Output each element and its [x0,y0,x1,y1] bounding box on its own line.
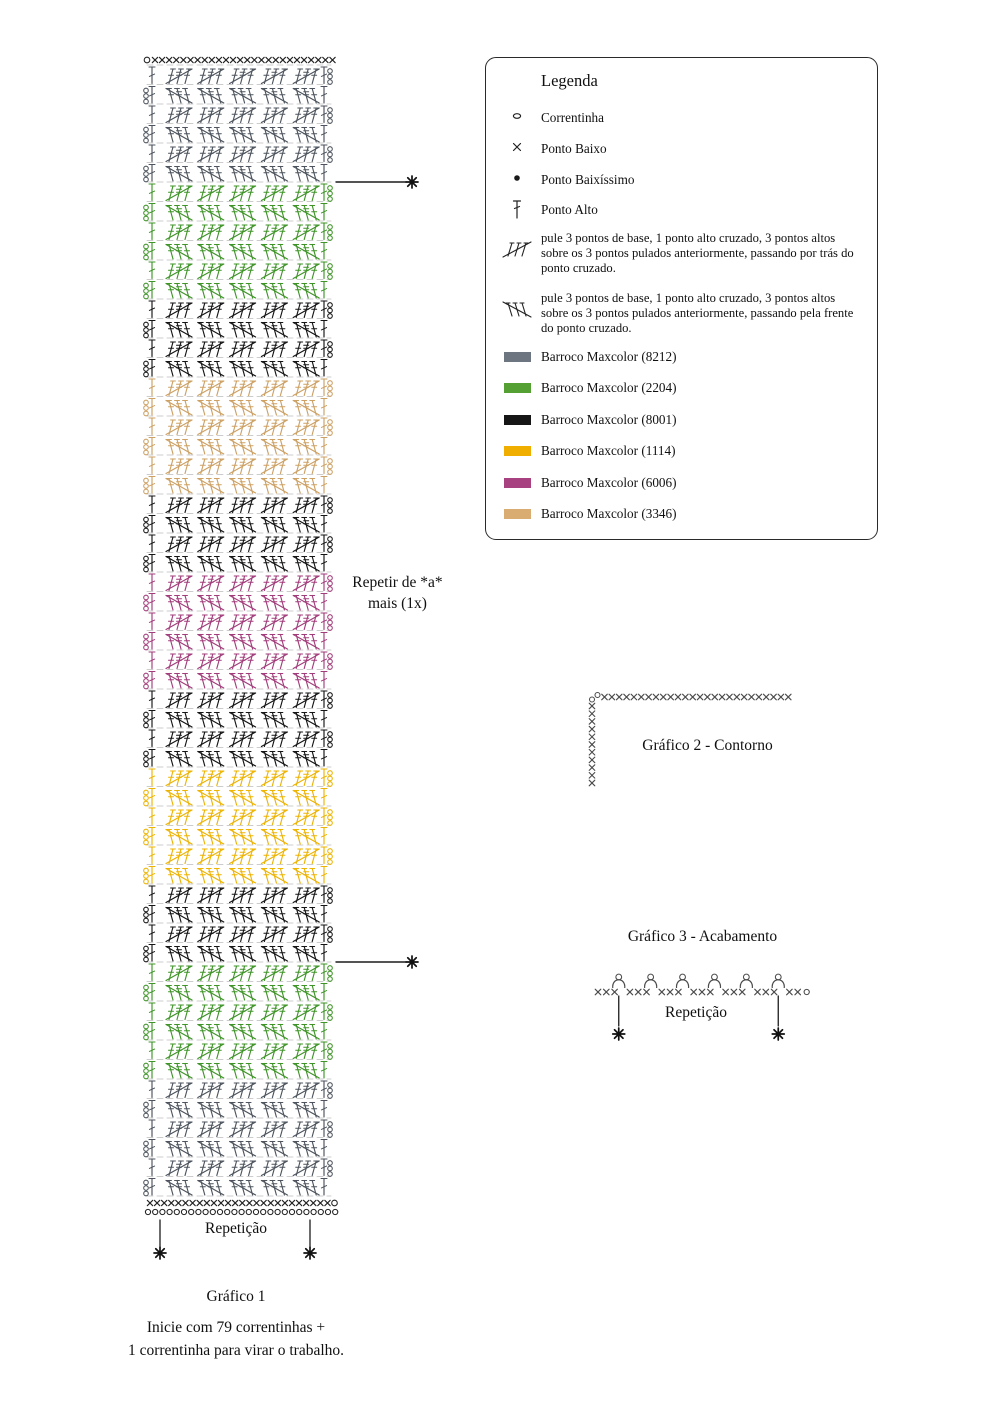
grafico3-title: Gráfico 3 - Acabamento [627,928,778,945]
color-swatch-1114 [504,446,531,456]
grafico3-chart-area [588,962,828,1057]
grafico2-title: Gráfico 2 - Contorno [642,737,773,754]
color-label: Barroco Maxcolor (6006) [541,475,677,490]
legend-item-label: Ponto Baixo [541,141,607,156]
legend-item-label: pule 3 pontos de base, 1 ponto alto cruz… [541,231,854,276]
treble-icon [500,198,534,220]
color-label: Barroco Maxcolor (8212) [541,349,677,364]
color-label: Barroco Maxcolor (2204) [541,380,677,395]
slip-stitch-icon [500,172,534,184]
grafico2-chart [588,691,792,787]
legend-item-label: Ponto Baixíssimo [541,172,635,187]
grafico2-chart-area [585,688,820,798]
repeat-note-line2: mais (1x) [368,595,427,612]
legend-title: Legenda [541,71,598,90]
color-swatch-8001 [504,415,531,425]
crossed-treble-back-icon [500,238,534,260]
legend-item-label: Ponto Alto [541,202,598,217]
crossed-treble-front-icon [500,298,534,320]
grafico3-chart [594,973,810,1041]
repeat-note: Repetir de *a* mais (1x) [335,572,460,614]
grafico1-chart [143,56,419,1260]
legend-box: Legenda Correntinha Ponto Baixo Ponto Ba… [485,57,878,540]
start-note-line2: 1 correntinha para virar o trabalho. [127,1342,345,1359]
chain-icon [500,110,534,122]
grafico1-title: Gráfico 1 [206,1288,266,1305]
start-note-line1: Inicie com 79 correntinhas + [146,1319,326,1336]
grafico1-chart-area [140,48,440,1268]
single-crochet-icon [500,141,534,153]
color-swatch-3346 [504,509,531,519]
color-label: Barroco Maxcolor (3346) [541,506,677,521]
grafico3-repeat-label: Repetição [665,1004,727,1021]
repeat-note-line1: Repetir de *a* [352,574,443,591]
grafico1-repeat-label: Repetição [205,1220,267,1237]
start-note: Inicie com 79 correntinhas + 1 correntin… [86,1316,386,1362]
color-swatch-2204 [504,383,531,393]
color-label: Barroco Maxcolor (1114) [541,443,676,458]
legend-item-label: pule 3 pontos de base, 1 ponto alto cruz… [541,291,854,336]
color-label: Barroco Maxcolor (8001) [541,412,677,427]
color-swatch-6006 [504,478,531,488]
legend-item-label: Correntinha [541,110,604,125]
color-swatch-8212 [504,352,531,362]
